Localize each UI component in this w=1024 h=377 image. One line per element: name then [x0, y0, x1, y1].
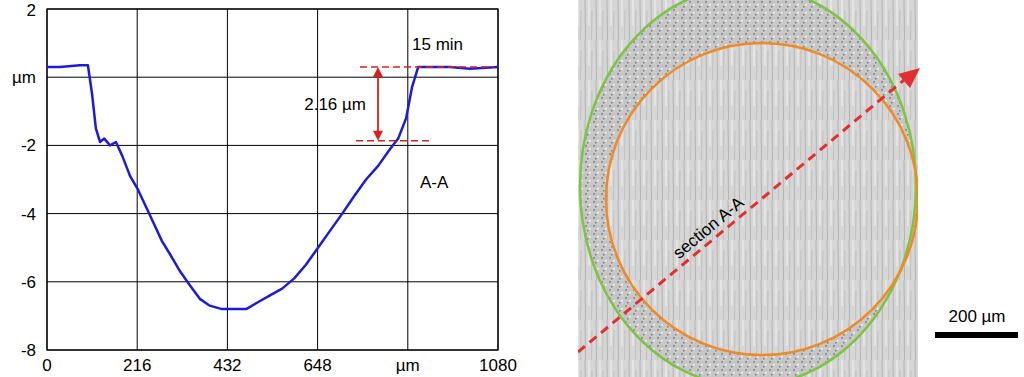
scale-bar-label: 200 µm [948, 307, 1005, 326]
figure: 0 216 432 648 µm 1080 -8 -6 -4 -2 µm 2 15 min A-A 2.16… [0, 0, 1024, 377]
arrow-head [373, 67, 383, 77]
grid [47, 9, 498, 350]
micrograph [578, 0, 918, 377]
step-bottom-line [356, 140, 432, 142]
x-grid-line [227, 9, 228, 350]
wear-ring [580, 0, 918, 377]
outer-boundary [580, 0, 916, 377]
step-arrow [377, 75, 379, 133]
annotation-section: A-A [420, 173, 449, 192]
annotation-time: 15 min [412, 35, 463, 54]
profile-line [47, 65, 498, 309]
x-grid-line [137, 9, 138, 350]
x-grid-line [407, 9, 408, 350]
arrow-head [373, 131, 383, 141]
scale-bar [935, 332, 1018, 338]
section-line [578, 80, 904, 352]
plot-frame [47, 9, 498, 350]
x-tick-label: µm [396, 356, 420, 375]
step-label: 2.16 µm [304, 95, 366, 114]
y-tick-label: -6 [21, 273, 36, 292]
section-label: section A-A [669, 193, 748, 263]
x-tick-label: 216 [123, 356, 151, 375]
y-grid-line [47, 145, 498, 146]
step-top-line [360, 66, 494, 68]
inner-boundary [606, 43, 918, 355]
data-group [47, 65, 498, 309]
y-tick-label: -4 [21, 205, 36, 224]
y-grid-line [47, 77, 498, 78]
x-tick-label: 648 [303, 356, 331, 375]
y-grid-line [47, 281, 498, 282]
x-tick-label: 0 [42, 356, 51, 375]
y-tick-label: -8 [21, 341, 36, 360]
y-tick-label: 2 [27, 1, 36, 20]
section-arrow-head [898, 68, 920, 88]
y-tick-label: -2 [21, 136, 36, 155]
y-grid-line [47, 213, 498, 214]
x-tick-label: 432 [213, 356, 241, 375]
x-grid-line [317, 9, 318, 350]
x-tick-label: 1080 [479, 356, 517, 375]
y-tick-label: µm [12, 68, 36, 87]
